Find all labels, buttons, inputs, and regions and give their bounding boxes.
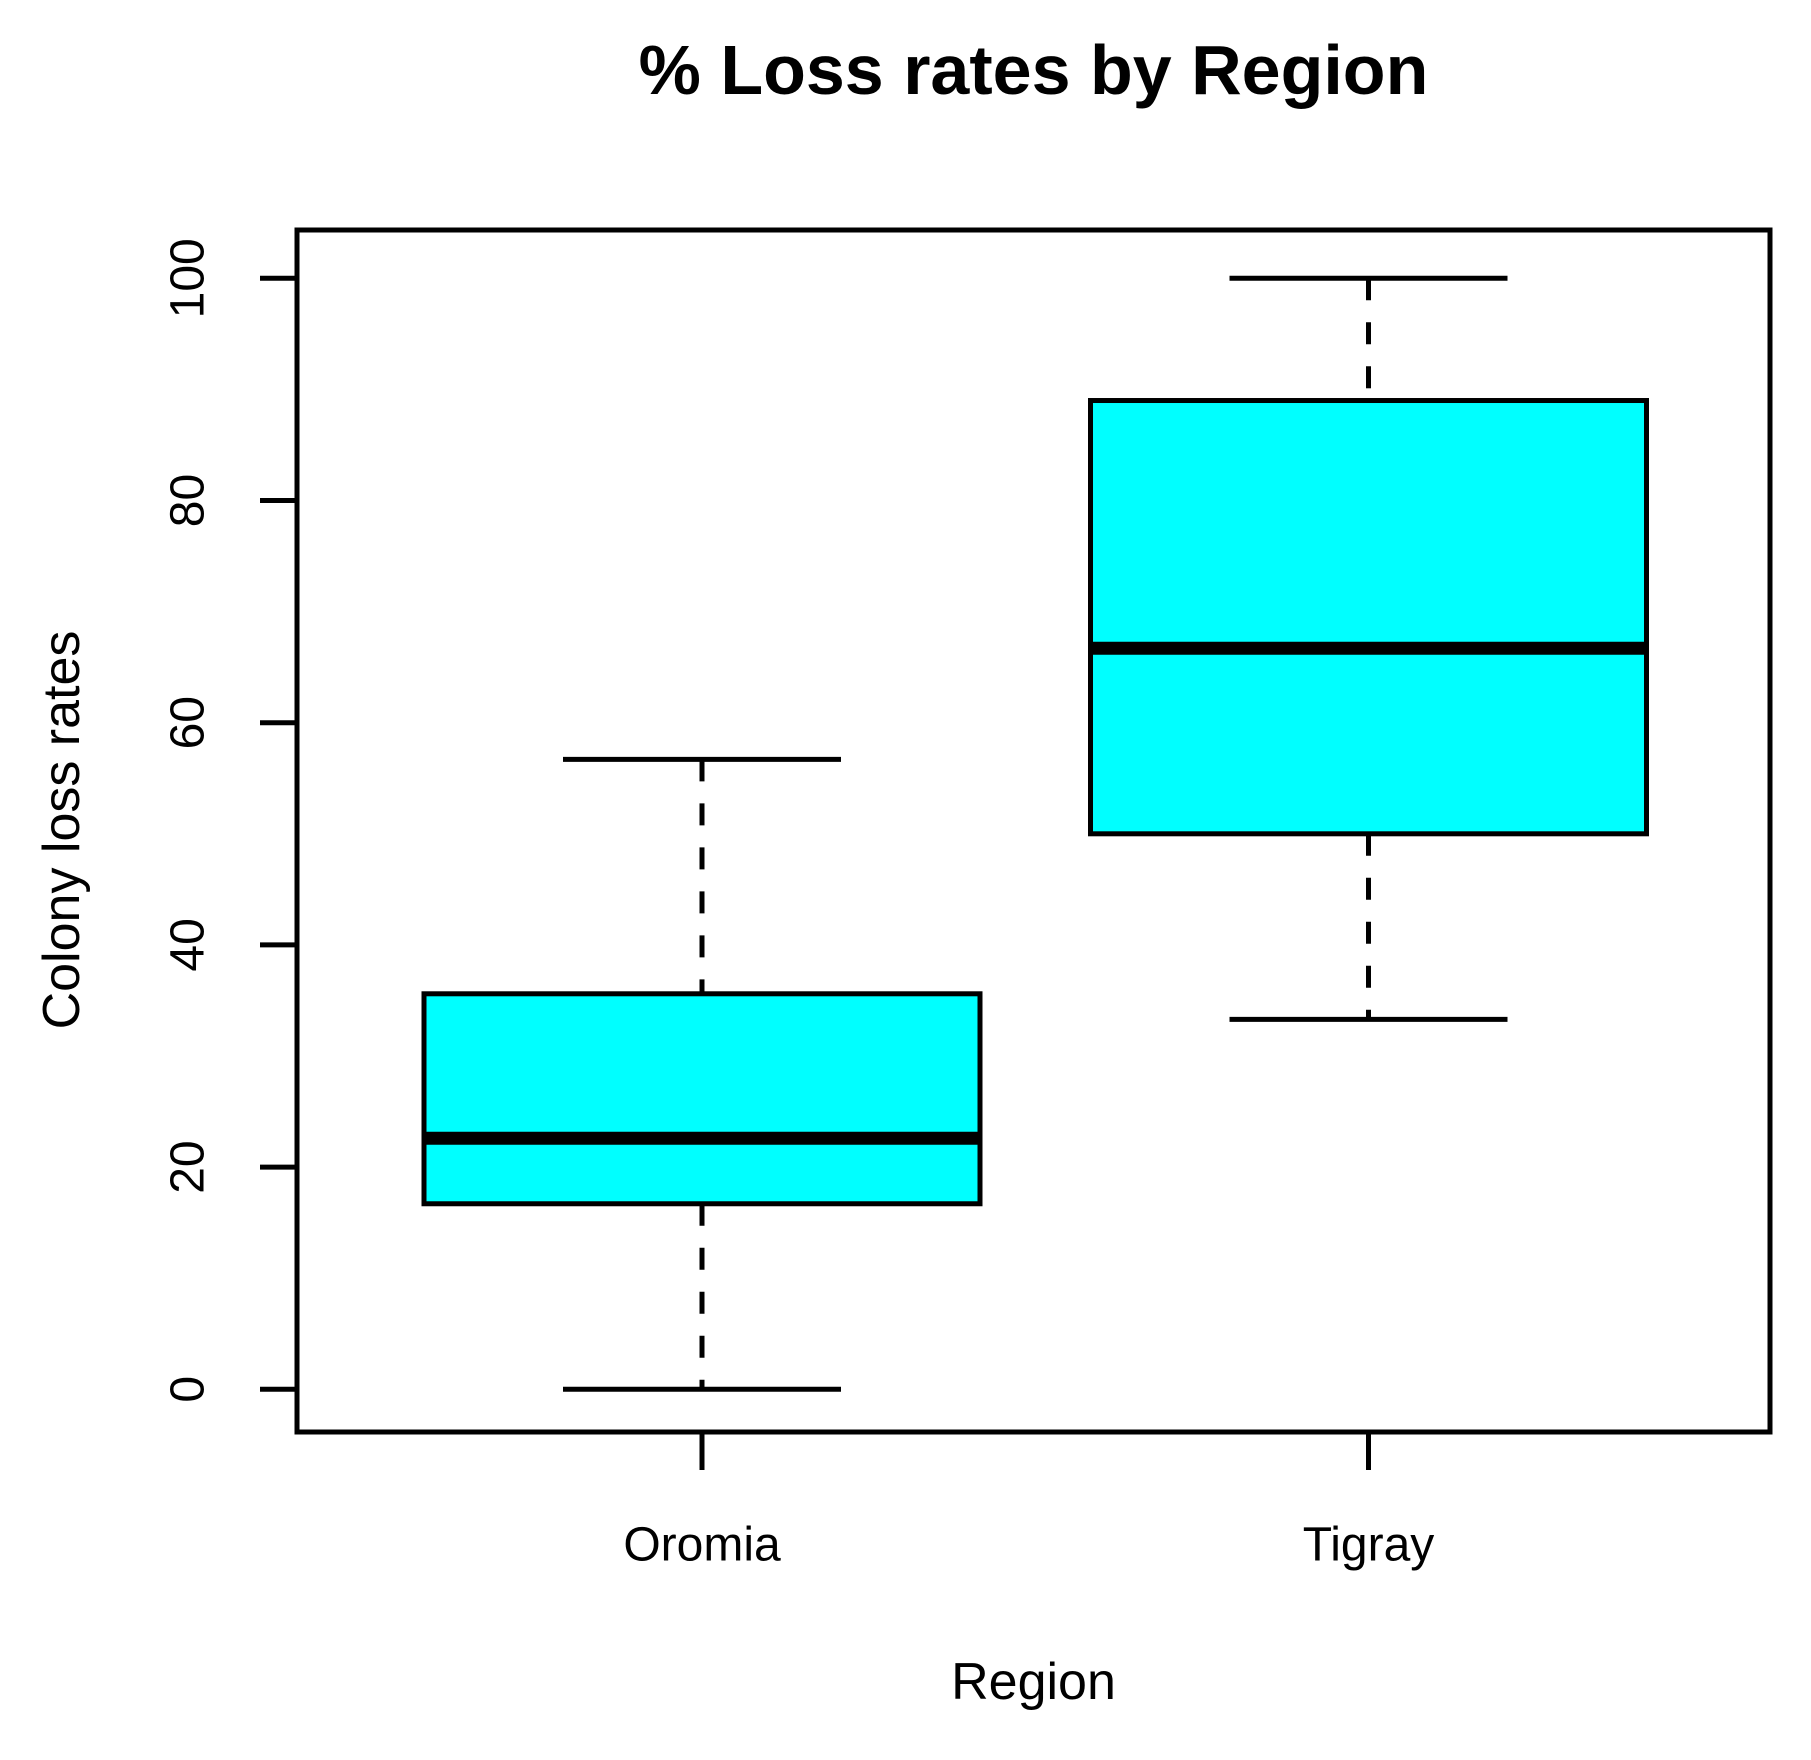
box-Tigray [1088, 398, 1649, 837]
y-tick-label-40: 40 [162, 918, 215, 971]
y-tick-label-20: 20 [162, 1140, 215, 1193]
y-tick-label-100: 100 [162, 238, 215, 318]
y-tick-label-0: 0 [162, 1376, 215, 1403]
x-category-label-Tigray: Tigray [1303, 1519, 1435, 1572]
y-tick-label-80: 80 [162, 474, 215, 527]
x-category-label-Oromia: Oromia [623, 1519, 781, 1572]
box-Oromia [421, 991, 983, 1207]
plot-border [294, 227, 1773, 1435]
chart-title: % Loss rates by Region [638, 31, 1429, 109]
y-tick-label-60: 60 [162, 696, 215, 749]
x-axis-title: Region [951, 1653, 1116, 1711]
